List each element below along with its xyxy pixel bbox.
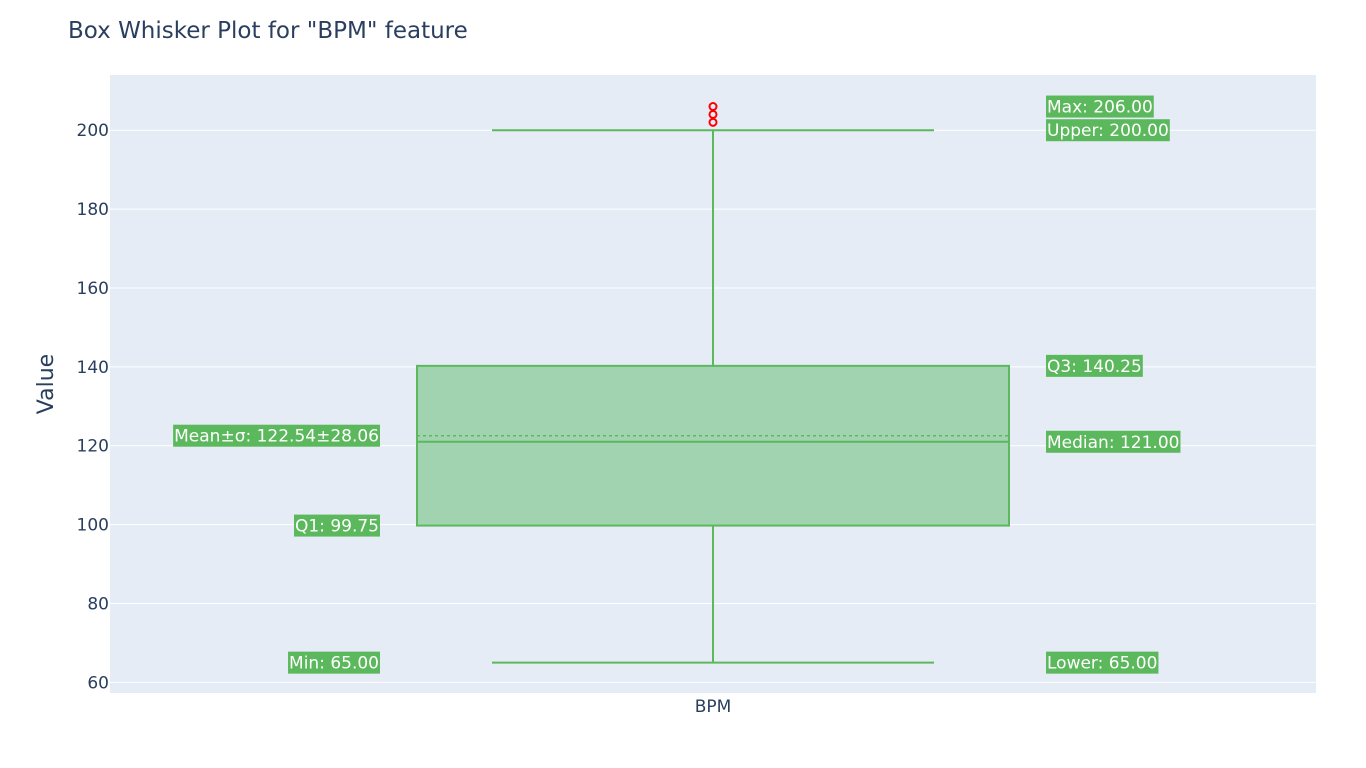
box-iqr	[416, 364, 1010, 527]
y-axis-ticks: 60 80 100 120 140 160 180 200	[77, 121, 109, 693]
y-tick-label-100: 100	[77, 516, 109, 536]
x-tick-label-bpm: BPM	[695, 697, 732, 717]
annotation-text: Min: 65.00	[289, 654, 379, 674]
annotation-right-3: Max: 206.00	[1046, 95, 1154, 118]
annotation-text: Upper: 200.00	[1047, 121, 1169, 141]
outlier-points	[708, 102, 718, 127]
annotation-text: Mean±σ: 122.54±28.06	[174, 427, 379, 447]
y-tick-label-200: 200	[77, 121, 109, 141]
box-plot-bpm[interactable]	[416, 129, 1010, 664]
annotation-right-6: Median: 121.00	[1046, 430, 1181, 453]
y-tick-label-60: 60	[87, 673, 109, 693]
annotation-left-2: Min: 65.00	[288, 651, 380, 674]
annotation-text: Median: 121.00	[1047, 433, 1179, 453]
annotation-text: Q1: 99.75	[295, 517, 379, 537]
annotation-right-7: Lower: 65.00	[1046, 651, 1159, 674]
stat-annotations: Mean±σ: 122.54±28.06 Q1: 99.75 Min: 65.00 M…	[173, 95, 1181, 674]
annotation-text: Max: 206.00	[1047, 98, 1153, 118]
y-tick-label-120: 120	[77, 437, 109, 457]
annotation-left-1: Q1: 99.75	[294, 514, 380, 537]
outlier-point-2[interactable]	[708, 102, 718, 112]
annotation-text: Lower: 65.00	[1047, 654, 1157, 674]
annotation-right-5: Q3: 140.25	[1046, 354, 1143, 377]
chart-title: Box Whisker Plot for "BPM" feature	[68, 18, 468, 44]
annotation-left-0: Mean±σ: 122.54±28.06	[173, 424, 380, 447]
y-tick-label-140: 140	[77, 358, 109, 378]
annotation-right-4: Upper: 200.00	[1046, 119, 1170, 141]
annotation-text: Q3: 140.25	[1047, 357, 1142, 377]
y-tick-label-180: 180	[77, 200, 109, 220]
y-tick-label-80: 80	[87, 594, 109, 614]
y-tick-label-160: 160	[77, 279, 109, 299]
y-axis-title: Value	[34, 354, 59, 414]
